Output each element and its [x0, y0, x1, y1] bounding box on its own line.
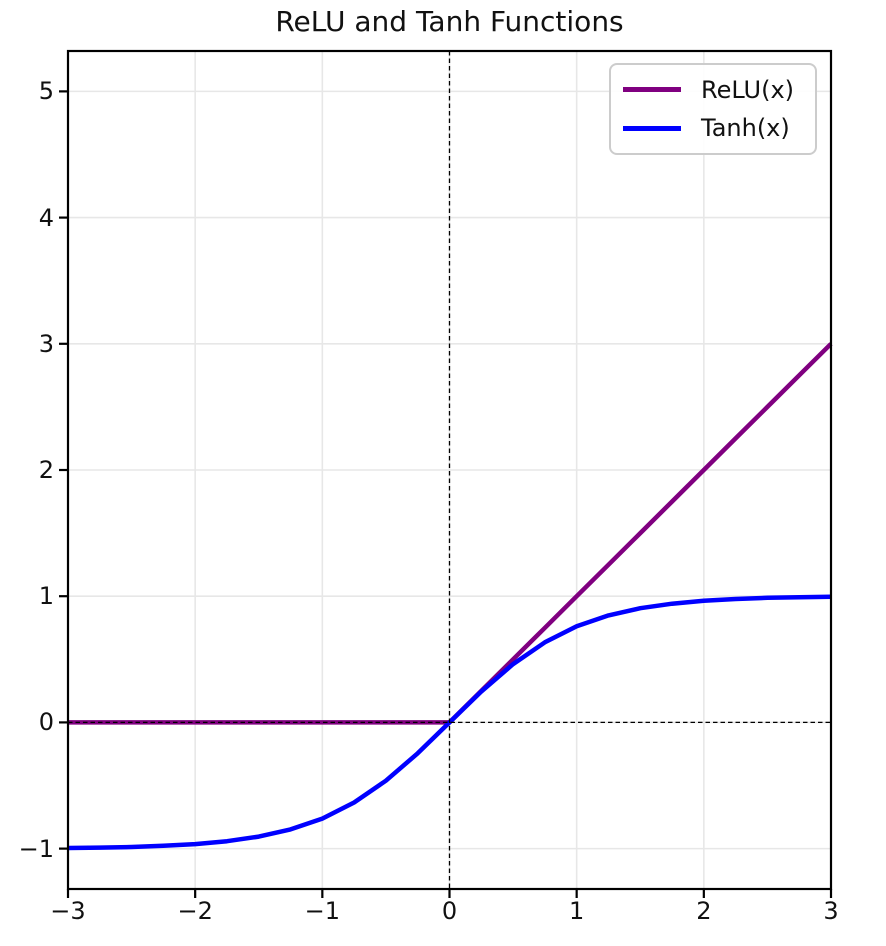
legend-label-relu: ReLU(x) [701, 75, 795, 104]
chart-title: ReLU and Tanh Functions [275, 5, 624, 38]
x-tick-label: 0 [441, 897, 458, 925]
x-tick-label: −3 [50, 897, 86, 925]
legend-entry-tanh: Tanh(x) [623, 114, 815, 142]
legend-entry-relu: ReLU(x) [623, 76, 815, 104]
y-tick-label: 0 [38, 708, 54, 737]
y-tick-label: 3 [38, 329, 54, 358]
y-tick-label: 2 [38, 456, 54, 484]
x-tick-label: −2 [177, 897, 213, 925]
x-tick-label: 1 [569, 897, 585, 925]
tanh-line-swatch [623, 125, 681, 131]
relu-line-swatch [623, 87, 681, 93]
x-tick-label: 2 [696, 897, 712, 925]
x-tick-label: −1 [304, 897, 341, 925]
legend: ReLU(x) Tanh(x) [609, 63, 817, 155]
x-tick-label: 3 [823, 897, 839, 925]
legend-label-tanh: Tanh(x) [701, 114, 790, 143]
y-tick-label: −1 [18, 834, 54, 863]
y-tick-label: 5 [38, 77, 54, 106]
y-tick-label: 1 [38, 582, 54, 611]
y-tick-label: 4 [38, 203, 54, 232]
